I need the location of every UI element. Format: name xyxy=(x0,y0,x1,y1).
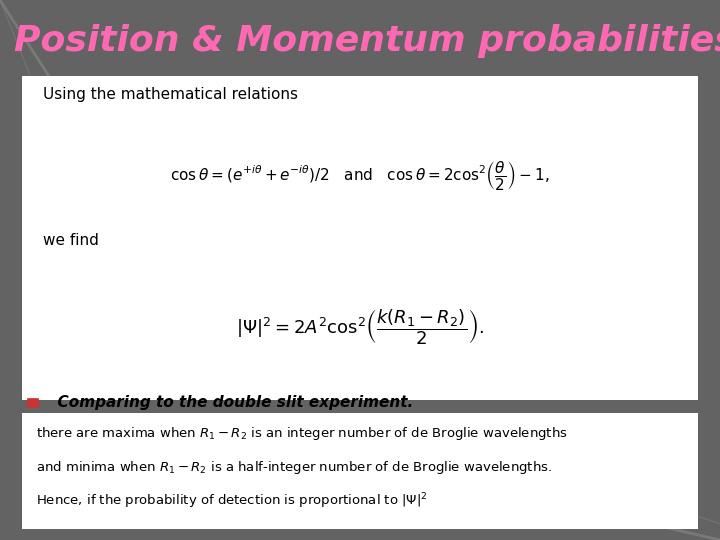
Text: there are maxima when $R_1 - R_2$ is an integer number of de Broglie wavelengths: there are maxima when $R_1 - R_2$ is an … xyxy=(36,424,568,442)
Text: Comparing to the double slit experiment.: Comparing to the double slit experiment. xyxy=(47,395,413,410)
FancyBboxPatch shape xyxy=(22,413,698,529)
FancyBboxPatch shape xyxy=(27,398,38,407)
Text: and minima when $R_1 - R_2$ is a half-integer number of de Broglie wavelengths.: and minima when $R_1 - R_2$ is a half-in… xyxy=(36,458,552,476)
Text: Hence, if the probability of detection is proportional to $|\Psi|^2$: Hence, if the probability of detection i… xyxy=(36,491,428,511)
Text: Using the mathematical relations: Using the mathematical relations xyxy=(43,87,298,102)
Text: $|\Psi|^2 = 2A^2\cos^2\!\left(\dfrac{k(R_1 - R_2)}{2}\right).$: $|\Psi|^2 = 2A^2\cos^2\!\left(\dfrac{k(R… xyxy=(236,307,484,347)
Text: Position & Momentum probabilities: Position & Momentum probabilities xyxy=(14,24,720,57)
FancyBboxPatch shape xyxy=(22,76,698,400)
Text: $\cos\theta = (e^{+i\theta} + e^{-i\theta})/2$   and   $\cos\theta = 2\cos^2\!\l: $\cos\theta = (e^{+i\theta} + e^{-i\thet… xyxy=(171,159,549,192)
Text: we find: we find xyxy=(43,233,99,248)
